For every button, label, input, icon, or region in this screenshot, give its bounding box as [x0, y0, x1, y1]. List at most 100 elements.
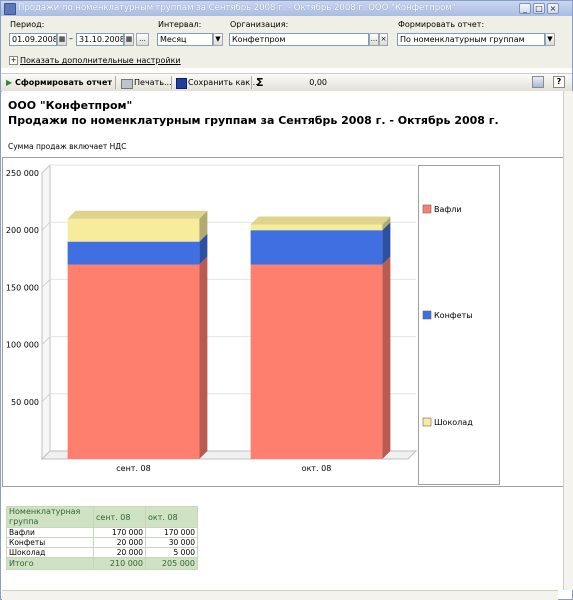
report-toolbar: ▶ Сформировать отчет Печать... Сохранить…	[1, 73, 572, 92]
bar-segment	[67, 218, 200, 242]
table-row: Конфеты 20 000 30 000	[6, 537, 198, 548]
table-cell-label: Итого	[6, 557, 94, 570]
title-bar: Продажи по номенклатурным группам за Сен…	[1, 1, 572, 17]
table-row: Вафли 170 000 170 000	[6, 527, 198, 538]
floppy-disk-icon	[176, 78, 187, 89]
bar-segment-side	[382, 216, 391, 231]
table-cell-value: 30 000	[145, 537, 198, 548]
bar-segment	[67, 241, 200, 265]
table-cell-value: сент. 08	[93, 506, 146, 528]
horizontal-scrollbar[interactable]	[2, 590, 558, 600]
printer-icon	[121, 79, 133, 89]
bar-segment	[250, 224, 383, 231]
y-tick-label: 50 000	[11, 398, 39, 407]
table-row: Шоколад 20 000 5 000	[6, 547, 198, 558]
y-tick-label: 100 000	[6, 341, 39, 350]
table-cell-value: 20 000	[93, 537, 146, 548]
generate-report-button[interactable]: Сформировать отчет	[15, 78, 113, 87]
y-tick-label: 250 000	[6, 169, 39, 178]
table-header-row: Номенклатурная группа сент. 08 окт. 08	[6, 506, 198, 528]
settings-icon[interactable]	[532, 76, 544, 88]
table-cell-label: Вафли	[6, 527, 94, 538]
date-from-input[interactable]: 01.09.2008	[9, 33, 57, 46]
x-tick-label: сент. 08	[116, 464, 150, 473]
y-gridline	[41, 336, 51, 345]
y-gridline	[41, 221, 51, 231]
period-select-button[interactable]: ...	[136, 33, 149, 46]
toolbar-separator	[115, 76, 116, 89]
vat-note: Сумма продаж включает НДС	[8, 142, 127, 151]
minimize-button[interactable]: _	[519, 3, 531, 14]
table-cell-value: 20 000	[93, 547, 146, 558]
bar-top	[250, 216, 391, 225]
report-area: ООО "Конфетпром" Продажи по номенклатурн…	[2, 91, 573, 590]
x-tick-label: окт. 08	[302, 464, 332, 473]
window-title: Продажи по номенклатурным группам за Сен…	[18, 3, 456, 13]
table-cell-label: Шоколад	[6, 547, 94, 558]
bar-top	[67, 210, 208, 219]
table-total-row: Итого 210 000 205 000	[6, 557, 198, 570]
toolbar-separator	[171, 76, 172, 89]
legend-label: Вафли	[434, 205, 462, 214]
y-gridline	[41, 393, 51, 403]
calendar-from-icon[interactable]: ▦	[57, 33, 67, 46]
period-dash: –	[69, 34, 73, 43]
org-clear-icon[interactable]: ×	[379, 33, 388, 46]
table-cell-label: Конфеты	[6, 537, 94, 548]
org-label: Организация:	[230, 20, 289, 29]
parameters-panel: Период: 01.09.2008 ▦ – 31.10.2008 ▦ ... …	[1, 16, 572, 68]
sigma-icon: Σ	[256, 76, 264, 89]
date-to-input[interactable]: 31.10.2008	[76, 33, 124, 46]
chart-legend-frame	[418, 165, 500, 485]
help-button[interactable]: ?	[553, 76, 565, 88]
form-report-chevron-down-icon[interactable]: ▼	[545, 33, 555, 46]
print-button[interactable]: Печать...	[134, 78, 172, 87]
table-cell-label: Номенклатурная группа	[6, 506, 94, 528]
form-report-select[interactable]: По номенклатурным группам	[397, 33, 545, 46]
table-cell-value: 170 000	[145, 527, 198, 538]
table-cell-value: 210 000	[93, 557, 146, 570]
bar-segment-side	[199, 233, 208, 265]
period-label: Период:	[10, 20, 45, 29]
legend-swatch	[422, 310, 432, 320]
expand-plus-icon[interactable]: +	[9, 56, 18, 65]
y-gridline	[41, 164, 51, 174]
y-tick-label: 200 000	[6, 226, 39, 235]
bar-segment-side	[199, 256, 208, 459]
bar-segment	[67, 264, 200, 459]
legend-label: Шоколад	[434, 418, 473, 427]
save-as-button[interactable]: Сохранить как...	[188, 78, 258, 87]
maximize-button[interactable]: □	[533, 3, 545, 14]
y-gridline	[41, 279, 51, 288]
play-icon: ▶	[6, 78, 13, 87]
close-button[interactable]: ×	[547, 3, 559, 14]
interval-label: Интервал:	[158, 20, 202, 29]
selection-sum-value: 0,00	[309, 78, 327, 87]
table-cell-value: 205 000	[145, 557, 198, 570]
y-tick-label: 150 000	[6, 283, 39, 292]
legend-swatch	[422, 204, 432, 214]
table-cell-value: 5 000	[145, 547, 198, 558]
bar-segment	[250, 230, 383, 265]
chart-side-wall	[41, 163, 51, 461]
bar-segment-side	[382, 256, 391, 459]
org-select-button[interactable]: ...	[369, 33, 379, 46]
bar-segment-side	[382, 222, 391, 265]
vertical-scrollbar[interactable]	[563, 91, 573, 590]
bar-segment	[250, 264, 383, 459]
toolbar-separator	[251, 76, 252, 89]
show-extra-settings-link[interactable]: Показать дополнительные настройки	[20, 56, 181, 65]
sales-chart: 250 000 200 000 150 000 100 000 50 000 сент. …	[2, 157, 573, 487]
org-title: ООО "Конфетпром"	[8, 99, 133, 112]
interval-select[interactable]: Месяц	[157, 33, 213, 46]
interval-chevron-down-icon[interactable]: ▼	[213, 33, 223, 46]
app-icon	[4, 3, 16, 15]
bar-segment-side	[199, 210, 208, 242]
org-input[interactable]: Конфетпром	[229, 33, 369, 46]
calendar-to-icon[interactable]: ▦	[124, 33, 134, 46]
legend-swatch	[422, 417, 432, 427]
table-cell-value: окт. 08	[145, 506, 198, 528]
table-cell-value: 170 000	[93, 527, 146, 538]
data-table: Номенклатурная группа сент. 08 окт. 08 Вафл…	[6, 506, 198, 570]
